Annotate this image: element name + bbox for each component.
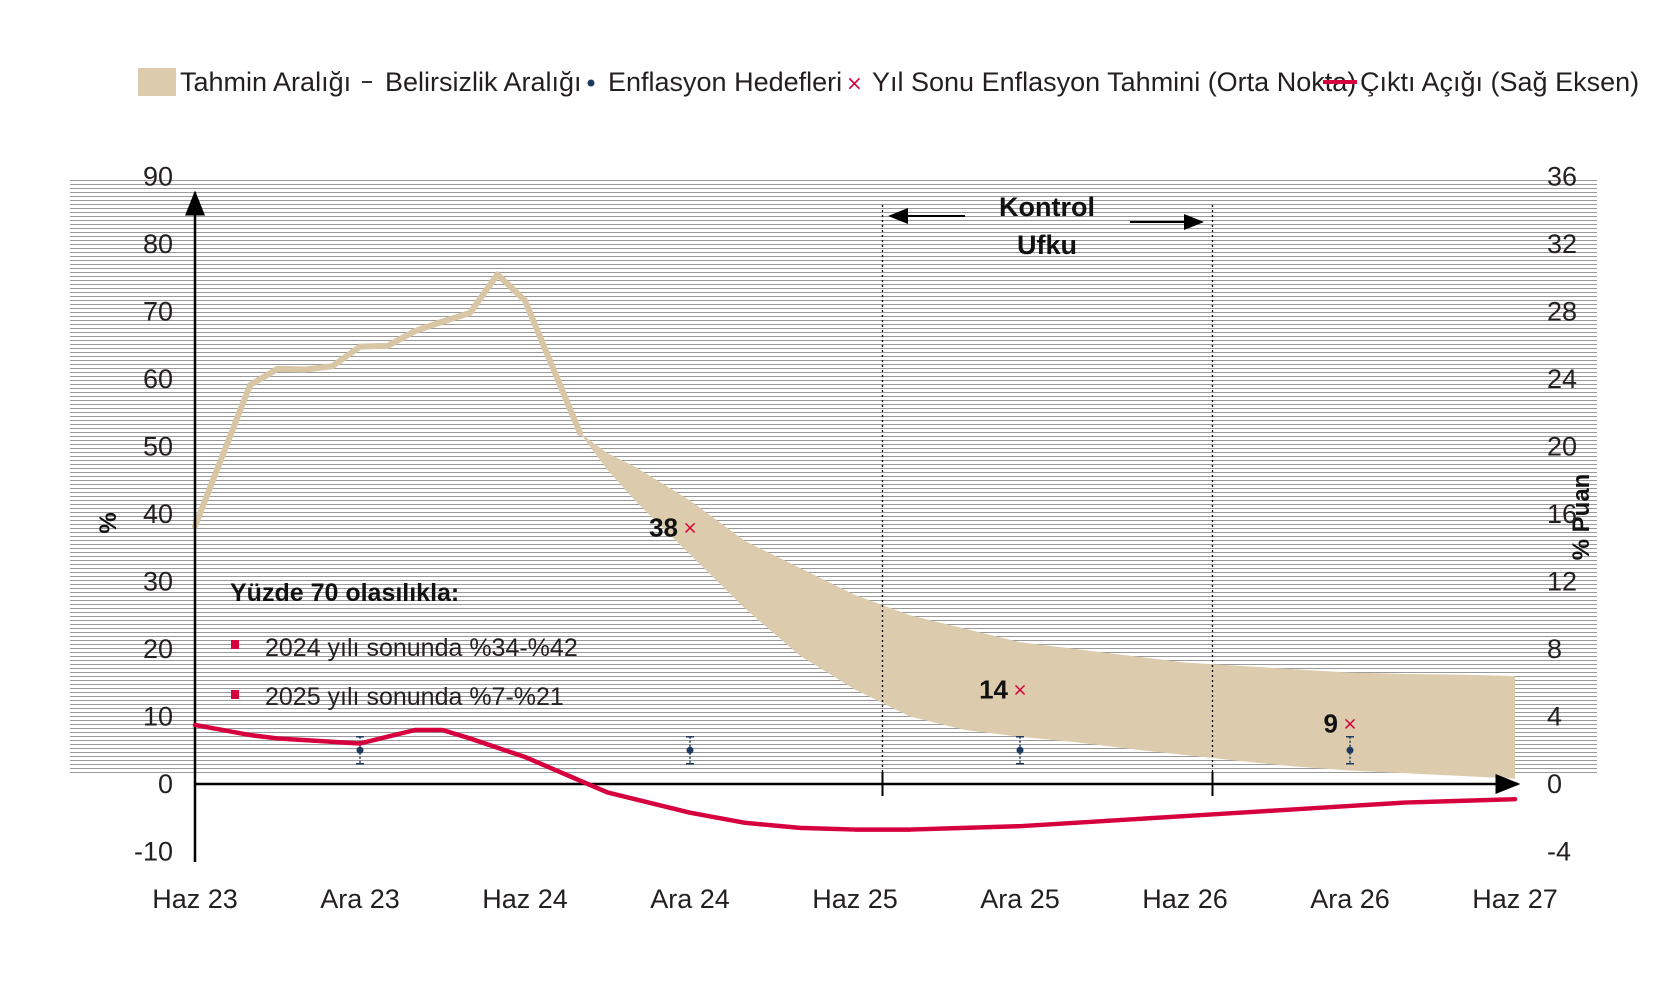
- output-gap-layer: [192, 722, 1518, 832]
- x-tick-label: Haz 27: [1472, 884, 1558, 914]
- y-tick-label: 0: [158, 769, 173, 799]
- x-tick-label: Ara 23: [320, 884, 400, 914]
- note-item-2025: 2025 yılı sonunda %7-%21: [265, 683, 564, 711]
- legend-x-swatch: ×: [846, 71, 863, 95]
- note-bullet-1: [231, 640, 239, 649]
- note-bullet-2: [231, 690, 239, 699]
- x-tick-label: Ara 25: [980, 884, 1060, 914]
- x-tick-label: Haz 26: [1142, 884, 1228, 914]
- y-tick-label: 10: [143, 702, 173, 732]
- inflation-target-point: [1016, 746, 1024, 754]
- y-right-tick-label: 8: [1547, 634, 1562, 664]
- legend-output-gap-label: Çıktı Açığı (Sağ Eksen): [1360, 67, 1639, 97]
- legend-band-swatch: [138, 68, 176, 96]
- y-tick-label: 90: [143, 162, 173, 192]
- x-tick-label: Ara 24: [650, 884, 730, 914]
- right-axis-title: % Puan: [1568, 474, 1595, 561]
- inflation-targets-layer: [356, 736, 1354, 765]
- y-right-tick-label: 0: [1547, 769, 1562, 799]
- y-right-tick-label: 16: [1547, 499, 1577, 529]
- forecast-band: [580, 433, 1515, 779]
- x-axis-ticks: Haz 23 Ara 23 Haz 24 Ara 24 Haz 25 Ara 25 Haz …: [152, 884, 1558, 914]
- y-tick-label: 30: [143, 567, 173, 597]
- y-right-tick-label: 4: [1547, 702, 1562, 732]
- year-end-marker: ×: [682, 518, 697, 539]
- y-right-tick-label: 28: [1547, 297, 1577, 327]
- legend-target-swatch: [587, 79, 595, 87]
- y-right-tick-label: 12: [1547, 567, 1577, 597]
- note-title: Yüzde 70 olasılıkla:: [230, 579, 459, 607]
- year-end-value-label: 9: [1324, 708, 1338, 738]
- year-end-marker: ×: [1342, 713, 1357, 734]
- legend: Tahmin Aralığı Belirsizlik Aralığı Enfla…: [138, 67, 1639, 97]
- inflation-history-line: [192, 271, 583, 530]
- y-tick-label: 20: [143, 634, 173, 664]
- y-right-tick-label: -4: [1547, 837, 1571, 867]
- y-tick-label: 50: [143, 432, 173, 462]
- control-horizon-label-line1: Kontrol: [999, 192, 1095, 222]
- y-right-tick-label: 20: [1547, 432, 1577, 462]
- year-end-markers-layer: ×38×14×9: [649, 513, 1357, 739]
- x-tick-label: Ara 26: [1310, 884, 1390, 914]
- legend-forecast-band-label: Tahmin Aralığı: [180, 67, 351, 97]
- control-horizon-annotation: Kontrol Ufku: [888, 192, 1204, 260]
- year-end-marker: ×: [1012, 680, 1027, 701]
- y-right-tick-label: 36: [1547, 162, 1577, 192]
- forecast-band-layer: [580, 433, 1515, 779]
- legend-year-end-label: Yıl Sonu Enflasyon Tahmini (Orta Nokta): [872, 67, 1356, 97]
- y-tick-label: 80: [143, 229, 173, 259]
- control-horizon-lines: [881, 205, 1214, 796]
- y-right-tick-label: 32: [1547, 229, 1577, 259]
- x-tick-label: Haz 25: [812, 884, 898, 914]
- y-tick-label: 70: [143, 297, 173, 327]
- probability-note: Yüzde 70 olasılıkla: 2024 yılı sonunda %…: [230, 579, 578, 711]
- y-tick-label: 60: [143, 364, 173, 394]
- x-tick-label: Haz 23: [152, 884, 238, 914]
- output-gap-line: [192, 722, 1518, 832]
- x-tick-label: Haz 24: [482, 884, 568, 914]
- inflation-history-layer: [192, 271, 583, 530]
- legend-uncertainty-label: Belirsizlik Aralığı: [385, 67, 582, 97]
- left-axis-ticks: 90 80 70 60 50 40 30 20 10 0 -10: [134, 162, 173, 867]
- note-item-2024: 2024 yılı sonunda %34-%42: [265, 634, 578, 662]
- left-axis-title: %: [95, 512, 122, 533]
- inflation-target-point: [686, 746, 694, 754]
- year-end-value-label: 14: [979, 675, 1008, 705]
- y-tick-label: 40: [143, 499, 173, 529]
- inflation-target-point: [1346, 746, 1354, 754]
- y-right-tick-label: 24: [1547, 364, 1577, 394]
- control-horizon-label-line2: Ufku: [1017, 230, 1077, 260]
- right-axis-ticks: 36 32 28 24 20 16 12 8 4 0 -4: [1547, 162, 1577, 867]
- inflation-target-point: [356, 746, 364, 754]
- legend-targets-label: Enflasyon Hedefleri: [608, 67, 842, 97]
- y-tick-label: -10: [134, 837, 173, 867]
- year-end-value-label: 38: [649, 513, 678, 543]
